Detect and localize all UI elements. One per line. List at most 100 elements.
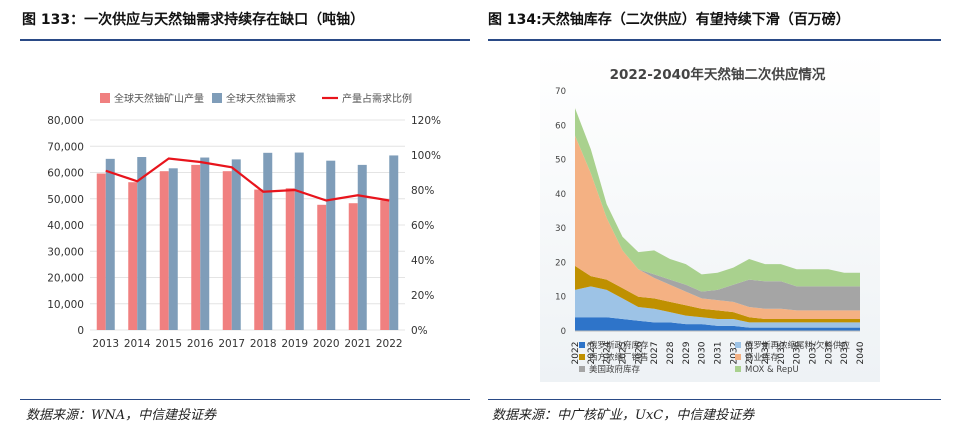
- y-tick-label: 60,000: [47, 168, 84, 180]
- legend-label: 商业库存: [745, 352, 780, 363]
- y-tick-label: 10,000: [47, 299, 84, 311]
- x-tick-label: 2035: [777, 342, 787, 365]
- legend-swatch: [212, 93, 222, 103]
- x-tick-label: 2026: [634, 341, 644, 364]
- x-tick-label: 2022: [376, 338, 403, 350]
- title-rule-left: [20, 39, 470, 41]
- area-band: [575, 108, 860, 292]
- y2-tick-label: 20%: [411, 290, 434, 302]
- x-tick-label: 2027: [650, 342, 660, 365]
- legend-swatch: [735, 342, 741, 348]
- y-tick-label: 80,000: [47, 115, 84, 127]
- x-tick-label: 2028: [666, 341, 676, 364]
- area-band: [575, 286, 860, 328]
- legend-label: MOX & RepU: [745, 365, 799, 375]
- area-band: [575, 265, 860, 323]
- demand-bar: [231, 159, 241, 330]
- source-rule-right: [488, 399, 941, 400]
- y-tick-label: 50: [555, 156, 566, 166]
- y2-tick-label: 0%: [411, 325, 428, 337]
- x-tick-label: 2034: [761, 341, 771, 364]
- demand-bar: [294, 152, 304, 330]
- y-tick-label: 10: [555, 293, 566, 303]
- legend-label: 西方浓缩厂销售: [589, 352, 649, 363]
- source-note-left: 数据来源：WNA，中信建投证券: [26, 408, 217, 423]
- x-tick-label: 2016: [187, 338, 214, 350]
- y-tick-label: 20,000: [47, 273, 84, 285]
- source-note-right: 数据来源：中广核矿业，UxC，中信建投证券: [492, 408, 755, 423]
- figure-title-left: 图 133：一次供应与天然铀需求持续存在缺口（吨铀）: [22, 12, 365, 28]
- legend-label: 全球天然铀矿山产量: [114, 92, 204, 105]
- area-band: [575, 135, 860, 311]
- x-tick-label: 2025: [619, 342, 629, 365]
- chart-title: 2022-2040年天然铀二次供应情况: [610, 66, 826, 83]
- production-bar: [191, 164, 201, 330]
- demand-bar: [389, 155, 399, 330]
- demand-bar: [105, 158, 115, 330]
- x-tick-label: 2036: [793, 341, 803, 364]
- area-band: [575, 317, 860, 331]
- legend-label: 俄罗斯再浓缩尾料/欠料供应: [745, 340, 850, 351]
- production-bar: [254, 189, 264, 330]
- x-tick-label: 2020: [313, 338, 340, 350]
- production-bar: [128, 182, 138, 330]
- y2-tick-label: 60%: [411, 220, 434, 232]
- x-tick-label: 2022: [571, 342, 581, 365]
- production-bar: [317, 204, 327, 330]
- y-tick-label: 30: [555, 224, 566, 234]
- y-tick-label: 70: [555, 87, 566, 97]
- y-tick-label: 0: [561, 327, 566, 337]
- x-tick-label: 2030: [698, 341, 708, 364]
- y-tick-label: 40: [555, 190, 566, 200]
- production-bar: [96, 173, 106, 330]
- y-tick-label: 0: [77, 325, 84, 337]
- x-tick-label: 2038: [824, 341, 834, 364]
- demand-bar: [326, 160, 336, 330]
- y2-tick-label: 80%: [411, 185, 434, 197]
- x-tick-label: 2013: [92, 338, 119, 350]
- demand-bar: [168, 168, 178, 330]
- ratio-line: [105, 157, 390, 202]
- demand-bar: [137, 157, 147, 330]
- x-tick-label: 2033: [745, 342, 755, 365]
- legend-swatch: [579, 342, 585, 348]
- production-bar: [380, 200, 390, 330]
- x-tick-label: 2031: [714, 342, 724, 365]
- production-bar: [222, 171, 232, 330]
- legend-label: 全球天然铀需求: [226, 92, 296, 105]
- legend-swatch: [579, 354, 585, 360]
- legend-label: 俄罗斯政府库存: [589, 340, 649, 351]
- x-tick-label: 2019: [281, 338, 308, 350]
- title-rule-right: [488, 39, 941, 41]
- demand-bar: [200, 157, 210, 330]
- y-tick-label: 70,000: [47, 141, 84, 153]
- y2-tick-label: 40%: [411, 255, 434, 267]
- legend-swatch: [100, 93, 110, 103]
- production-bar: [285, 188, 295, 330]
- legend-swatch: [579, 366, 585, 372]
- x-tick-label: 2021: [344, 338, 371, 350]
- legend-label: 美国政府库存: [589, 364, 641, 375]
- x-tick-label: 2018: [250, 338, 277, 350]
- supply-demand-chart: 0 10,000 20,000 30,000 40,000 50,000 60,000 70,…: [47, 92, 441, 350]
- x-tick-label: 2037: [809, 342, 819, 365]
- x-tick-label: 2017: [218, 338, 245, 350]
- legend-swatch: [735, 354, 741, 360]
- x-tick-label: 2024: [603, 341, 613, 364]
- figure-title-right: 图 134:天然铀库存（二次供应）有望持续下滑（百万磅）: [488, 12, 850, 28]
- x-tick-label: 2014: [124, 338, 151, 350]
- x-tick-label: 2023: [587, 342, 597, 365]
- y-tick-label: 40,000: [47, 220, 84, 232]
- x-tick-label: 2015: [155, 338, 182, 350]
- x-tick-label: 2032: [729, 342, 739, 365]
- demand-bar: [263, 152, 273, 330]
- demand-bar: [357, 164, 367, 330]
- production-bar: [159, 171, 169, 330]
- y-tick-label: 20: [555, 258, 566, 268]
- x-tick-label: 2029: [682, 341, 692, 364]
- production-bar: [348, 203, 358, 330]
- y2-tick-label: 120%: [411, 115, 441, 127]
- x-tick-label: 2040: [856, 341, 866, 364]
- y-tick-label: 30,000: [47, 246, 84, 258]
